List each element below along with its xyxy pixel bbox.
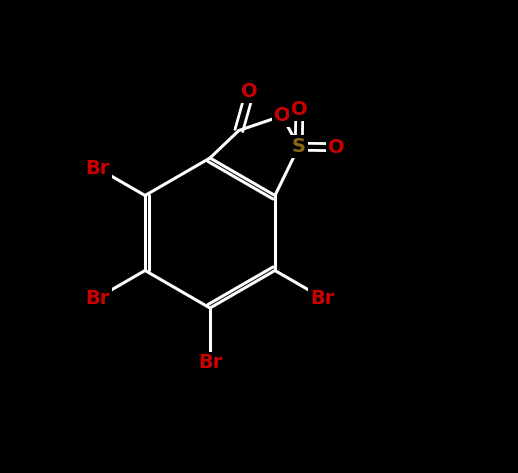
Text: Br: Br (310, 289, 335, 307)
Text: Br: Br (85, 158, 110, 177)
Text: O: O (241, 82, 258, 102)
Text: O: O (274, 106, 290, 125)
Text: S: S (292, 137, 306, 156)
Text: Br: Br (198, 353, 222, 373)
Text: Br: Br (85, 289, 110, 307)
Text: O: O (291, 100, 308, 119)
Text: O: O (328, 138, 344, 157)
